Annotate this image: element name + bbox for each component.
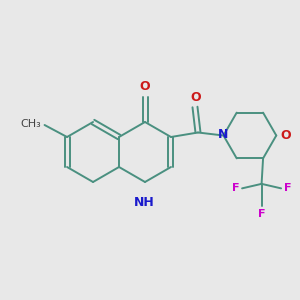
Text: O: O (140, 80, 150, 94)
Text: NH: NH (134, 196, 154, 209)
Text: O: O (280, 129, 291, 142)
Text: F: F (284, 183, 292, 194)
Text: F: F (258, 209, 265, 219)
Text: O: O (191, 91, 201, 104)
Text: F: F (232, 183, 239, 194)
Text: N: N (218, 128, 229, 141)
Text: CH₃: CH₃ (21, 119, 42, 129)
